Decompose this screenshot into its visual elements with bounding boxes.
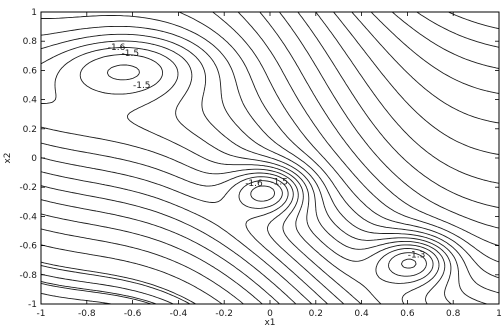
x-tick-label: -0.6 bbox=[124, 309, 142, 319]
x-tick-label: 0 bbox=[267, 309, 273, 319]
contour-level-label: -1.5 bbox=[122, 49, 140, 59]
contour-line bbox=[41, 54, 427, 304]
y-axis-ticks: 1 0.8 0.6 0.4 0.2 0 -0.2 -0.4 -0.6 -0.8 -1 bbox=[19, 8, 499, 310]
y-tick-label: -0.2 bbox=[19, 183, 37, 193]
contour-line bbox=[41, 292, 113, 304]
contour-line bbox=[333, 12, 499, 155]
contour-line bbox=[279, 12, 499, 229]
contour-level-label: -1.5 bbox=[270, 177, 288, 187]
contour-line bbox=[351, 12, 499, 124]
contour-line bbox=[41, 40, 440, 304]
y-axis-label: x2 bbox=[3, 152, 13, 163]
contour-line bbox=[41, 15, 488, 304]
contour-line bbox=[41, 199, 280, 304]
contour-line bbox=[178, 12, 499, 294]
x-tick-label: 0.4 bbox=[354, 309, 369, 319]
x-axis-label: x1 bbox=[264, 318, 275, 328]
contour-line bbox=[297, 12, 499, 209]
contour-line bbox=[41, 261, 197, 304]
x-tick-label: 0.6 bbox=[400, 309, 415, 319]
contour-line bbox=[41, 265, 191, 304]
y-tick-label: -1 bbox=[28, 300, 37, 310]
contour-labels: -1.6-1.5-1.5-1.6 -1.5-1.3 bbox=[108, 43, 426, 260]
y-tick-label: -0.6 bbox=[19, 242, 37, 252]
x-tick-label: -0.2 bbox=[215, 309, 233, 319]
y-tick-label: 1 bbox=[31, 8, 37, 18]
contour-lines bbox=[41, 12, 499, 304]
contour-level-label: -1.6 bbox=[108, 43, 126, 53]
y-tick-label: 0.8 bbox=[23, 37, 38, 47]
contour-line bbox=[41, 185, 297, 304]
x-tick-label: -1 bbox=[37, 309, 46, 319]
x-tick-label: -0.4 bbox=[170, 309, 188, 319]
contour-line bbox=[41, 33, 446, 304]
y-tick-label: -0.8 bbox=[19, 271, 37, 281]
contour-line bbox=[41, 244, 223, 304]
contour-line bbox=[41, 47, 434, 304]
contour-line bbox=[370, 12, 499, 94]
contour-line bbox=[41, 273, 174, 304]
contour-line bbox=[41, 25, 452, 304]
contour-level-label: -1.6 bbox=[245, 179, 263, 189]
x-tick-label: 0.2 bbox=[309, 309, 323, 319]
contour-line bbox=[41, 157, 328, 304]
contour-line bbox=[41, 282, 152, 304]
y-tick-label: 0 bbox=[31, 154, 37, 164]
contour-line bbox=[391, 12, 499, 69]
x-tick-label: -0.8 bbox=[78, 309, 96, 319]
contour-line bbox=[416, 12, 499, 48]
contour-line bbox=[237, 12, 499, 263]
y-tick-label: -0.4 bbox=[19, 212, 37, 222]
contour-line bbox=[448, 12, 499, 30]
x-tick-label: 0.8 bbox=[446, 309, 461, 319]
contour-line bbox=[41, 281, 157, 304]
contour-line bbox=[41, 171, 313, 304]
contour-line bbox=[41, 64, 417, 304]
contour-line bbox=[259, 12, 499, 247]
contour-level-label: -1.3 bbox=[408, 250, 426, 260]
x-tick-label: 1 bbox=[496, 309, 502, 319]
y-tick-label: 0.2 bbox=[23, 125, 37, 135]
x-axis-ticks: -1 -0.8 -0.6 -0.4 -0.2 0 0.2 0.4 0.6 0.8 1 bbox=[37, 12, 502, 319]
contour-line bbox=[315, 12, 499, 184]
contour-line bbox=[41, 213, 263, 304]
contour-line bbox=[41, 228, 244, 304]
contour-line bbox=[212, 12, 499, 279]
y-tick-label: 0.4 bbox=[23, 96, 38, 106]
contour-level-label: -1.5 bbox=[133, 81, 151, 91]
y-tick-label: 0.6 bbox=[23, 66, 38, 76]
